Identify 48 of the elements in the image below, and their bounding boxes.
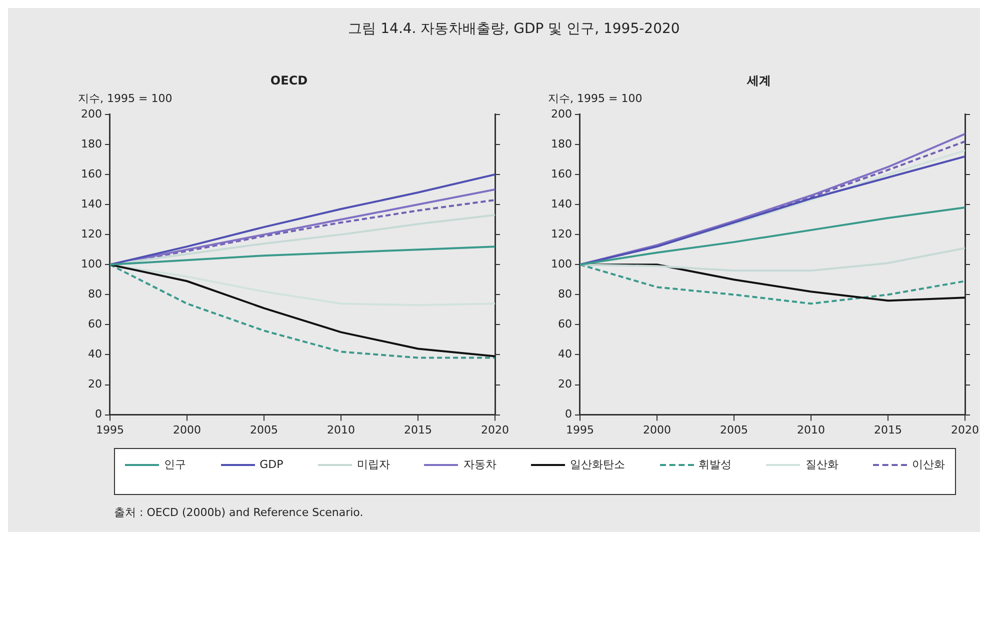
x-tick-label: 2015: [404, 423, 432, 436]
y-tick-label: 140: [550, 197, 572, 210]
y-tick-label: 120: [550, 227, 572, 240]
y-tick-label: 80: [558, 288, 572, 300]
y-axis-title: 지수, 1995 = 100: [78, 92, 172, 105]
source-note: 출처 : OECD (2000b) and Reference Scenario.: [114, 505, 364, 520]
legend-label: 이산화: [912, 457, 945, 472]
legend-label: 일산화탄소: [570, 457, 626, 472]
y-tick-label: 0: [94, 408, 102, 421]
y-tick-label: 60: [558, 318, 572, 331]
y-tick-label: 160: [550, 167, 572, 180]
y-tick-label: 120: [80, 227, 102, 240]
legend-label: 휘발성: [698, 457, 732, 472]
x-tick-label: 1995: [566, 423, 594, 436]
x-tick-label: 2020: [481, 423, 509, 436]
y-tick-label: 200: [550, 107, 572, 120]
x-tick-label: 2005: [720, 423, 748, 436]
legend-label: 인구: [164, 457, 186, 472]
chart-subtitle: 세계: [746, 73, 771, 88]
chart-title: 그림 14.4. 자동차배출량, GDP 및 인구, 1995-2020: [347, 20, 681, 38]
y-tick-label: 0: [564, 408, 572, 421]
y-tick-label: 100: [80, 257, 102, 270]
y-tick-label: 180: [550, 137, 572, 150]
y-tick-label: 140: [80, 197, 102, 210]
y-tick-label: 200: [80, 107, 102, 120]
y-tick-label: 20: [558, 378, 572, 391]
x-tick-label: 2000: [172, 423, 201, 436]
chart-subtitle: OECD: [270, 73, 308, 88]
legend-label: 자동차: [463, 457, 496, 472]
x-tick-label: 2010: [797, 423, 825, 436]
y-tick-label: 160: [80, 167, 102, 180]
y-tick-label: 40: [88, 348, 102, 361]
x-tick-label: 2010: [327, 423, 355, 436]
y-tick-label: 100: [550, 257, 572, 270]
legend-label: 미립자: [356, 457, 390, 472]
x-tick-label: 1995: [96, 423, 124, 436]
y-tick-label: 180: [80, 137, 102, 150]
y-tick-label: 80: [88, 288, 102, 300]
y-tick-label: 60: [88, 318, 102, 331]
y-tick-label: 20: [88, 378, 102, 391]
x-tick-label: 2005: [250, 423, 278, 436]
legend-label: GDP: [260, 458, 284, 471]
x-tick-label: 2020: [951, 423, 979, 436]
y-tick-label: 40: [558, 348, 572, 361]
y-axis-title: 지수, 1995 = 100: [548, 92, 642, 105]
legend-label: 질산화: [805, 457, 838, 472]
x-tick-label: 2000: [642, 423, 671, 436]
x-tick-label: 2015: [874, 423, 902, 436]
